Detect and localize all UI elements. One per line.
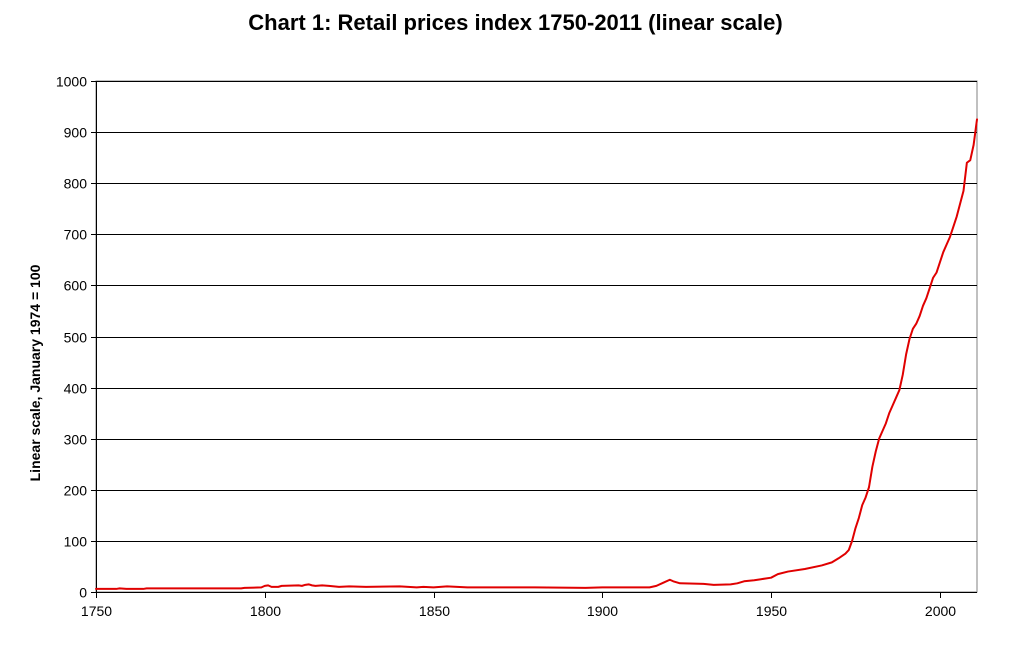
y-axis-title: Linear scale, January 1974 = 100 — [27, 264, 43, 481]
y-tick-label: 200 — [64, 483, 88, 499]
x-tick-label: 2000 — [925, 603, 956, 619]
y-tick-label: 600 — [64, 278, 88, 294]
x-tick-label: 1850 — [419, 603, 450, 619]
y-tick-label: 800 — [64, 176, 88, 192]
chart-title: Chart 1: Retail prices index 1750-2011 (… — [248, 10, 783, 35]
y-tick-label: 300 — [64, 432, 88, 448]
x-tick-label: 1950 — [756, 603, 787, 619]
y-tick-label: 0 — [79, 585, 87, 601]
x-tick-label: 1800 — [250, 603, 281, 619]
y-tick-label: 700 — [64, 227, 88, 243]
y-tick-label: 400 — [64, 381, 88, 397]
x-tick-label: 1750 — [81, 603, 112, 619]
series-line-rpi — [95, 118, 978, 590]
y-tick-label: 100 — [64, 534, 88, 550]
y-tick-label: 500 — [64, 330, 88, 346]
y-tick-label: 1000 — [56, 74, 87, 90]
y-tick-label: 900 — [64, 125, 88, 141]
x-tick-label: 1900 — [587, 603, 618, 619]
plot-area — [95, 80, 978, 593]
